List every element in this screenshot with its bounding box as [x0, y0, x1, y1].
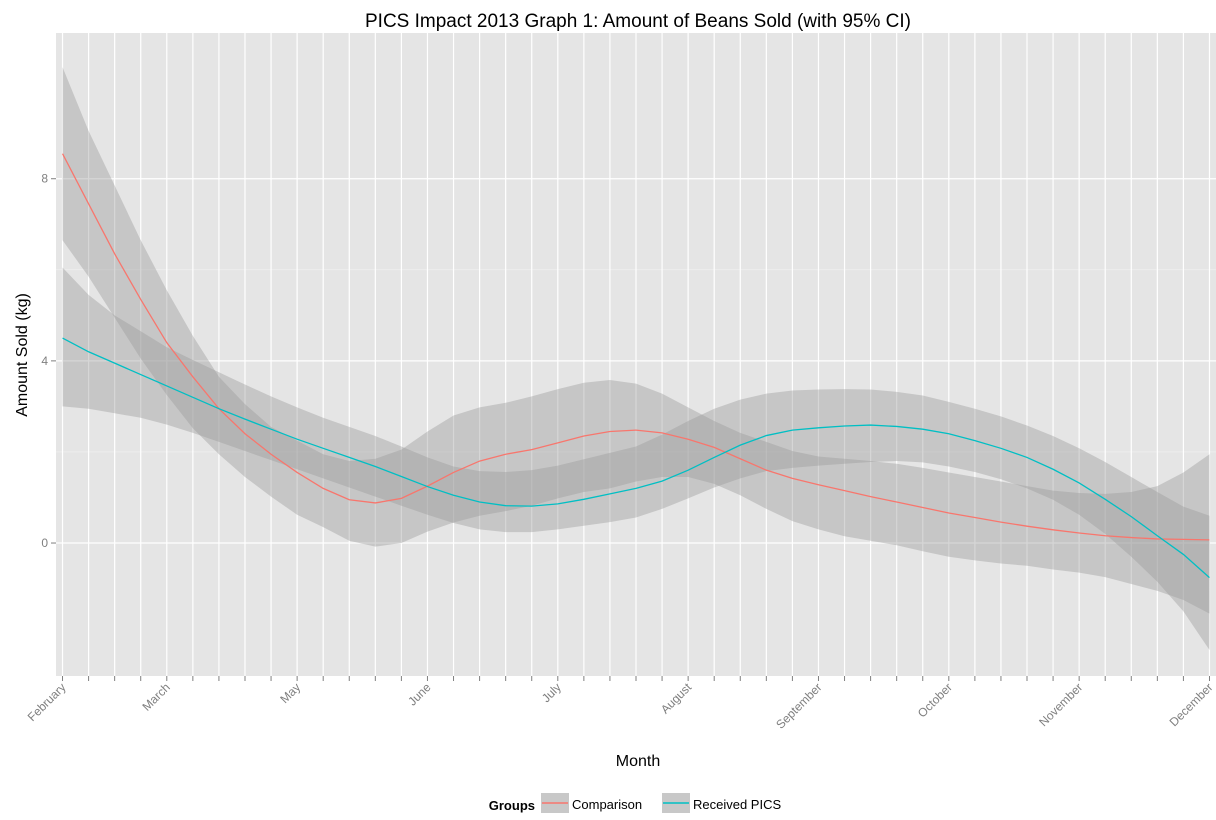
x-axis-label: Month: [616, 753, 660, 770]
y-tick-label: 0: [41, 536, 48, 550]
x-tick-label: June: [405, 680, 434, 709]
x-tick-label: August: [658, 680, 695, 717]
series-line: [62, 337, 1210, 579]
plot-panel: [56, 33, 1216, 676]
x-tick-label: March: [139, 680, 172, 713]
x-tick-label: February: [25, 680, 69, 724]
y-tick-label: 8: [41, 172, 48, 186]
x-axis: February March May June July August September O…: [25, 676, 1216, 732]
x-tick-label: October: [915, 680, 955, 720]
x-tick-label: November: [1036, 680, 1085, 729]
legend-title: Groups: [489, 798, 535, 813]
y-tick-label: 4: [41, 354, 48, 368]
chart-title: PICS Impact 2013 Graph 1: Amount of Bean…: [365, 11, 911, 32]
x-tick-label: July: [539, 680, 564, 705]
y-axis: 0 4 8: [41, 172, 56, 550]
legend-label: Comparison: [572, 797, 642, 812]
legend: Groups Comparison Received PICS: [489, 793, 781, 813]
legend-label: Received PICS: [693, 797, 781, 812]
legend-items: Comparison Received PICS: [541, 793, 781, 813]
x-tick-label: December: [1167, 680, 1216, 729]
x-tick-label: May: [277, 680, 303, 706]
y-axis-label: Amount Sold (kg): [14, 293, 31, 417]
ci-band: [62, 67, 1210, 614]
series-line: [61, 153, 1210, 541]
ci-band: [62, 267, 1210, 651]
x-tick-label: September: [773, 680, 824, 731]
